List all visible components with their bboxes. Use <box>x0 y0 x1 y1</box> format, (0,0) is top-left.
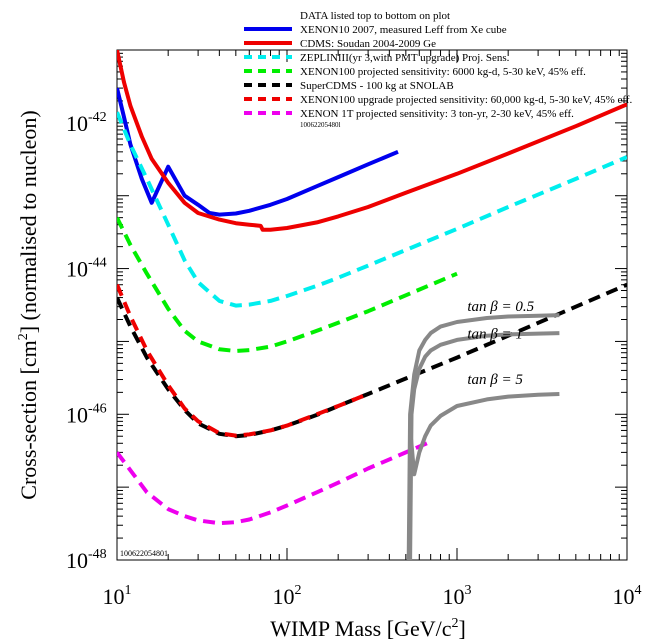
series-line-3 <box>117 111 627 308</box>
annotation-layer: tan β = 0.5 tan β = 1 tan β = 5 <box>467 299 534 388</box>
series-line-1 <box>117 87 399 217</box>
y-tick-label: 10-48 <box>66 547 107 573</box>
legend-label: XENON10 2007, measured Leff from Xe cube <box>300 24 507 36</box>
y-tick-label: 10-44 <box>66 256 107 282</box>
legend-header: DATA listed top to bottom on plot <box>300 10 450 22</box>
series-line-9 <box>406 313 560 560</box>
series-line-6 <box>117 283 369 438</box>
y-tick-label: 10-46 <box>66 401 107 427</box>
legend-label: CDMS: Soudan 2004-2009 Ge <box>300 38 436 50</box>
plot-stamp: 100622054801 <box>120 549 168 558</box>
x-axis-title-sup: 2 <box>451 616 458 631</box>
annotation-label: tan β = 1 <box>467 326 523 342</box>
x-tick-label: 102 <box>273 583 302 609</box>
y-axis-title-end: ] (normalised to nucleon) <box>16 110 41 333</box>
x-axis-title-main: WIMP Mass [GeV/c <box>270 616 451 641</box>
y-axis-title: Cross-section [cm2] (normalised to nucle… <box>16 110 41 499</box>
legend-label: XENON100 projected sensitivity: 6000 kg-… <box>300 66 586 78</box>
annotation-label: tan β = 5 <box>467 372 523 388</box>
legend-label: ZEPLINIII(yr 3,with PMT upgrade) Proj. S… <box>300 52 510 64</box>
y-axis-title-main: Cross-section [cm <box>16 340 41 499</box>
x-tick-label: 104 <box>613 583 642 609</box>
series-line-10 <box>407 392 560 560</box>
y-tick-label: 10-42 <box>66 110 107 136</box>
series-line-7 <box>117 439 432 526</box>
plot-frame <box>116 49 628 561</box>
annotation-label: tan β = 0.5 <box>467 299 534 315</box>
legend-label: SuperCDMS - 100 kg at SNOLAB <box>300 80 454 92</box>
series-line-5 <box>117 282 627 439</box>
x-tick-label: 101 <box>103 583 132 609</box>
series-line-2 <box>117 50 627 232</box>
series-line-4 <box>117 216 458 353</box>
tick-labels: 101 102 103 104 10-48 10-46 10-44 10-42 <box>66 110 642 609</box>
legend: DATA listed top to bottom on plot XENON10… <box>244 10 633 129</box>
legend-id: 10062205480l <box>300 121 341 129</box>
legend-label: XENON100 upgrade projected sensitivity: … <box>300 94 633 106</box>
y-axis-title-sup: 2 <box>16 333 31 340</box>
legend-label: XENON 1T projected sensitivity: 3 ton-yr… <box>300 108 574 120</box>
axis-ticks <box>116 50 627 561</box>
x-axis-title-end: ] <box>458 616 465 641</box>
series-layer <box>117 50 627 560</box>
x-axis-title: WIMP Mass [GeV/c2] <box>270 616 466 641</box>
x-tick-label: 103 <box>443 583 472 609</box>
